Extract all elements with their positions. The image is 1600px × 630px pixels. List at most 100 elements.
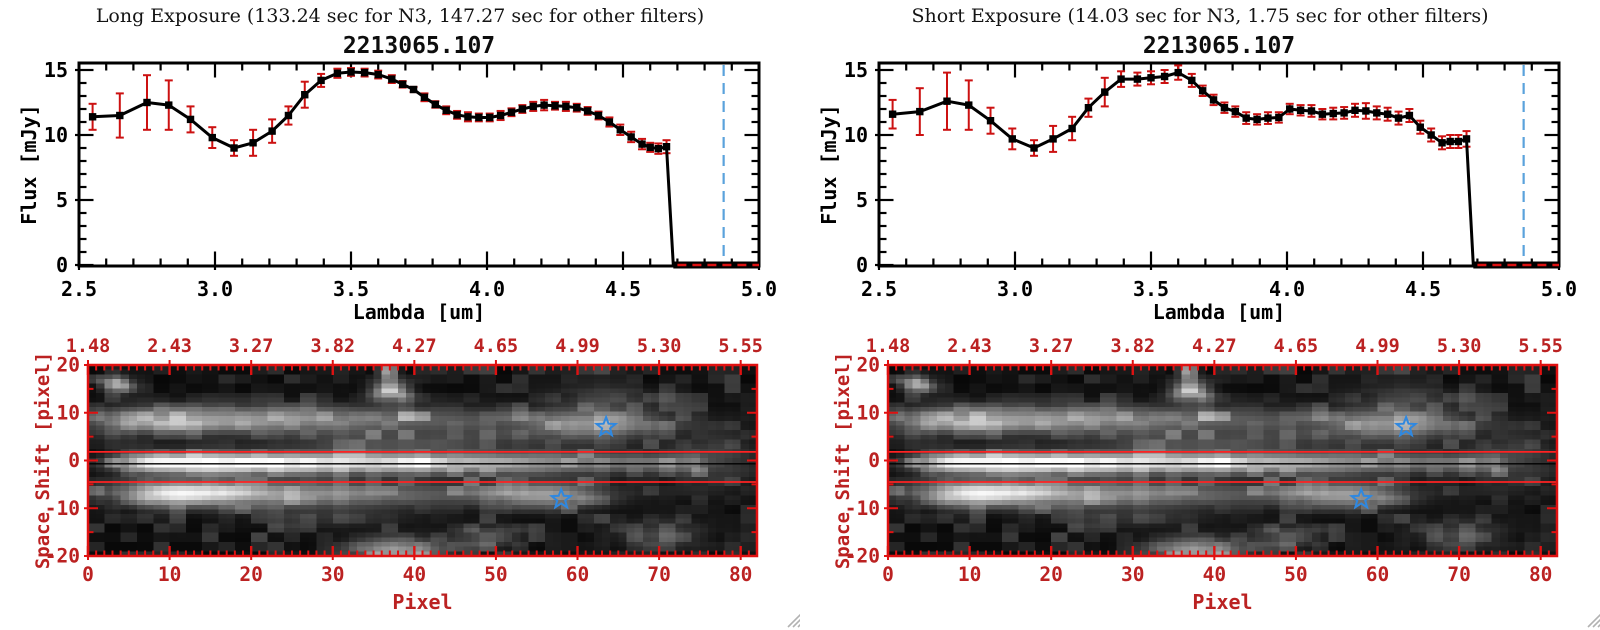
short-exposure-window: Short Exposure (14.03 sec for N3, 1.75 s…	[800, 0, 1600, 630]
svg-text:3.5: 3.5	[333, 277, 369, 301]
spectrum-plot: 2.5 3.0 3.5 4.0 4.5 5.0 0 5 10 15 Lambda [um] Flux …	[817, 58, 1577, 324]
svg-text:Flux [mJy]: Flux [mJy]	[17, 104, 41, 224]
spectrum-plot: 2.5 3.0 3.5 4.0 4.5 5.0 0 5 10 15 Lambda [um] Flux …	[17, 58, 777, 324]
spectral-image-plot: 1.48 2.43 3.27 3.82 4.27 4.65 4.99 5.30 5.55 0 10 2…	[32, 336, 763, 614]
svg-text:15: 15	[44, 58, 68, 82]
svg-text:Lambda [um]: Lambda [um]	[1153, 300, 1285, 324]
spectrum-frame	[877, 61, 1561, 268]
svg-text:50: 50	[484, 563, 507, 586]
spectrum-ticks	[75, 64, 761, 270]
svg-text:4.27: 4.27	[392, 336, 437, 357]
svg-text:15: 15	[844, 58, 868, 82]
svg-text:10: 10	[44, 123, 68, 147]
svg-text:5.30: 5.30	[1437, 336, 1482, 357]
svg-text:2.43: 2.43	[947, 336, 992, 357]
window-resize-grip[interactable]	[1587, 611, 1600, 628]
svg-text:40: 40	[1203, 563, 1226, 586]
svg-text:5.0: 5.0	[741, 277, 777, 301]
image-ticks	[884, 360, 1558, 560]
svg-text:10: 10	[57, 401, 80, 424]
svg-text:30: 30	[321, 563, 344, 586]
svg-text:70: 70	[1447, 563, 1470, 586]
long-exposure-window: Long Exposure (133.24 sec for N3, 147.27…	[17, 5, 800, 628]
image-frame	[886, 363, 1559, 558]
spectrum-frame	[77, 61, 761, 268]
spectrum-axis-labels: 2.5 3.0 3.5 4.0 4.5 5.0 0 5 10 15 Lambda [um] Flux …	[817, 58, 1577, 324]
svg-text:Pixel: Pixel	[1192, 590, 1252, 614]
spectrum-markers	[888, 68, 1471, 152]
svg-text:10: 10	[158, 563, 181, 586]
svg-text:-20: -20	[845, 545, 880, 568]
svg-text:4.99: 4.99	[1355, 336, 1400, 357]
svg-text:4.99: 4.99	[555, 336, 600, 357]
svg-text:4.65: 4.65	[1274, 336, 1319, 357]
spectrum-title: 2213065.107	[342, 33, 496, 59]
spectral-image	[888, 365, 1557, 556]
spectral-image	[88, 365, 757, 556]
star-icon	[593, 414, 619, 438]
svg-text:0: 0	[868, 449, 880, 472]
spectrum-axis-labels: 2.5 3.0 3.5 4.0 4.5 5.0 0 5 10 15 Lambda [um] Flux …	[17, 58, 777, 324]
svg-text:Lambda [um]: Lambda [um]	[353, 300, 485, 324]
svg-text:4.0: 4.0	[469, 277, 505, 301]
svg-text:80: 80	[1529, 563, 1552, 586]
svg-text:2.43: 2.43	[147, 336, 192, 357]
svg-text:5.55: 5.55	[718, 336, 763, 357]
plot-layer: 2.5 3.0 3.5 4.0 4.5 5.0 0 5 10 15 Lambda [um] Flux …	[17, 58, 800, 628]
window-title: Short Exposure (14.03 sec for N3, 1.75 s…	[911, 5, 1489, 27]
plot-layer: 2.5 3.0 3.5 4.0 4.5 5.0 0 5 10 15 Lambda [um] Flux …	[817, 58, 1600, 628]
svg-text:80: 80	[729, 563, 752, 586]
svg-text:3.0: 3.0	[997, 277, 1033, 301]
svg-text:3.27: 3.27	[229, 336, 274, 357]
svg-text:-20: -20	[45, 545, 80, 568]
svg-text:1.48: 1.48	[866, 336, 911, 357]
svg-text:10: 10	[844, 123, 868, 147]
aperture-lines	[89, 451, 756, 483]
svg-text:Flux [mJy]: Flux [mJy]	[817, 104, 841, 224]
star-icon	[1348, 486, 1374, 510]
spectrum-markers	[88, 68, 671, 153]
svg-text:0: 0	[882, 563, 894, 586]
svg-text:Pixel: Pixel	[392, 590, 452, 614]
svg-text:20: 20	[239, 563, 262, 586]
star-markers	[548, 414, 619, 510]
svg-text:30: 30	[1121, 563, 1144, 586]
svg-text:2.5: 2.5	[61, 277, 97, 301]
svg-text:20: 20	[1039, 563, 1062, 586]
star-icon	[548, 486, 574, 510]
image-frame	[86, 363, 759, 558]
aperture-lines	[889, 451, 1556, 483]
svg-text:60: 60	[566, 563, 589, 586]
spectrum-title: 2213065.107	[1142, 33, 1296, 59]
window-resize-grip[interactable]	[787, 611, 800, 628]
svg-text:4.5: 4.5	[605, 277, 641, 301]
svg-text:Space Shift [pixel]: Space Shift [pixel]	[832, 352, 854, 569]
svg-text:3.82: 3.82	[1110, 336, 1155, 357]
svg-text:3.0: 3.0	[197, 277, 233, 301]
svg-text:0: 0	[856, 253, 868, 277]
window-title: Long Exposure (133.24 sec for N3, 147.27…	[95, 5, 705, 27]
svg-text:10: 10	[857, 401, 880, 424]
svg-text:0: 0	[68, 449, 80, 472]
svg-text:60: 60	[1366, 563, 1389, 586]
svg-text:70: 70	[647, 563, 670, 586]
svg-text:20: 20	[857, 354, 880, 377]
svg-text:20: 20	[57, 354, 80, 377]
svg-text:2.5: 2.5	[861, 277, 897, 301]
svg-text:5.30: 5.30	[637, 336, 682, 357]
svg-text:0: 0	[56, 253, 68, 277]
image-axis-labels: 1.48 2.43 3.27 3.82 4.27 4.65 4.99 5.30 5.55 0 10 2…	[832, 336, 1563, 614]
svg-text:3.82: 3.82	[310, 336, 355, 357]
image-axis-labels: 1.48 2.43 3.27 3.82 4.27 4.65 4.99 5.30 5.55 0 10 2…	[32, 336, 763, 614]
error-bars	[88, 67, 671, 157]
svg-text:40: 40	[403, 563, 426, 586]
star-markers	[1348, 414, 1419, 510]
svg-text:50: 50	[1284, 563, 1307, 586]
svg-text:5.55: 5.55	[1518, 336, 1563, 357]
svg-text:-10: -10	[45, 497, 80, 520]
image-ticks	[84, 360, 758, 560]
svg-text:4.0: 4.0	[1269, 277, 1305, 301]
svg-text:1.48: 1.48	[66, 336, 111, 357]
svg-text:4.27: 4.27	[1192, 336, 1237, 357]
